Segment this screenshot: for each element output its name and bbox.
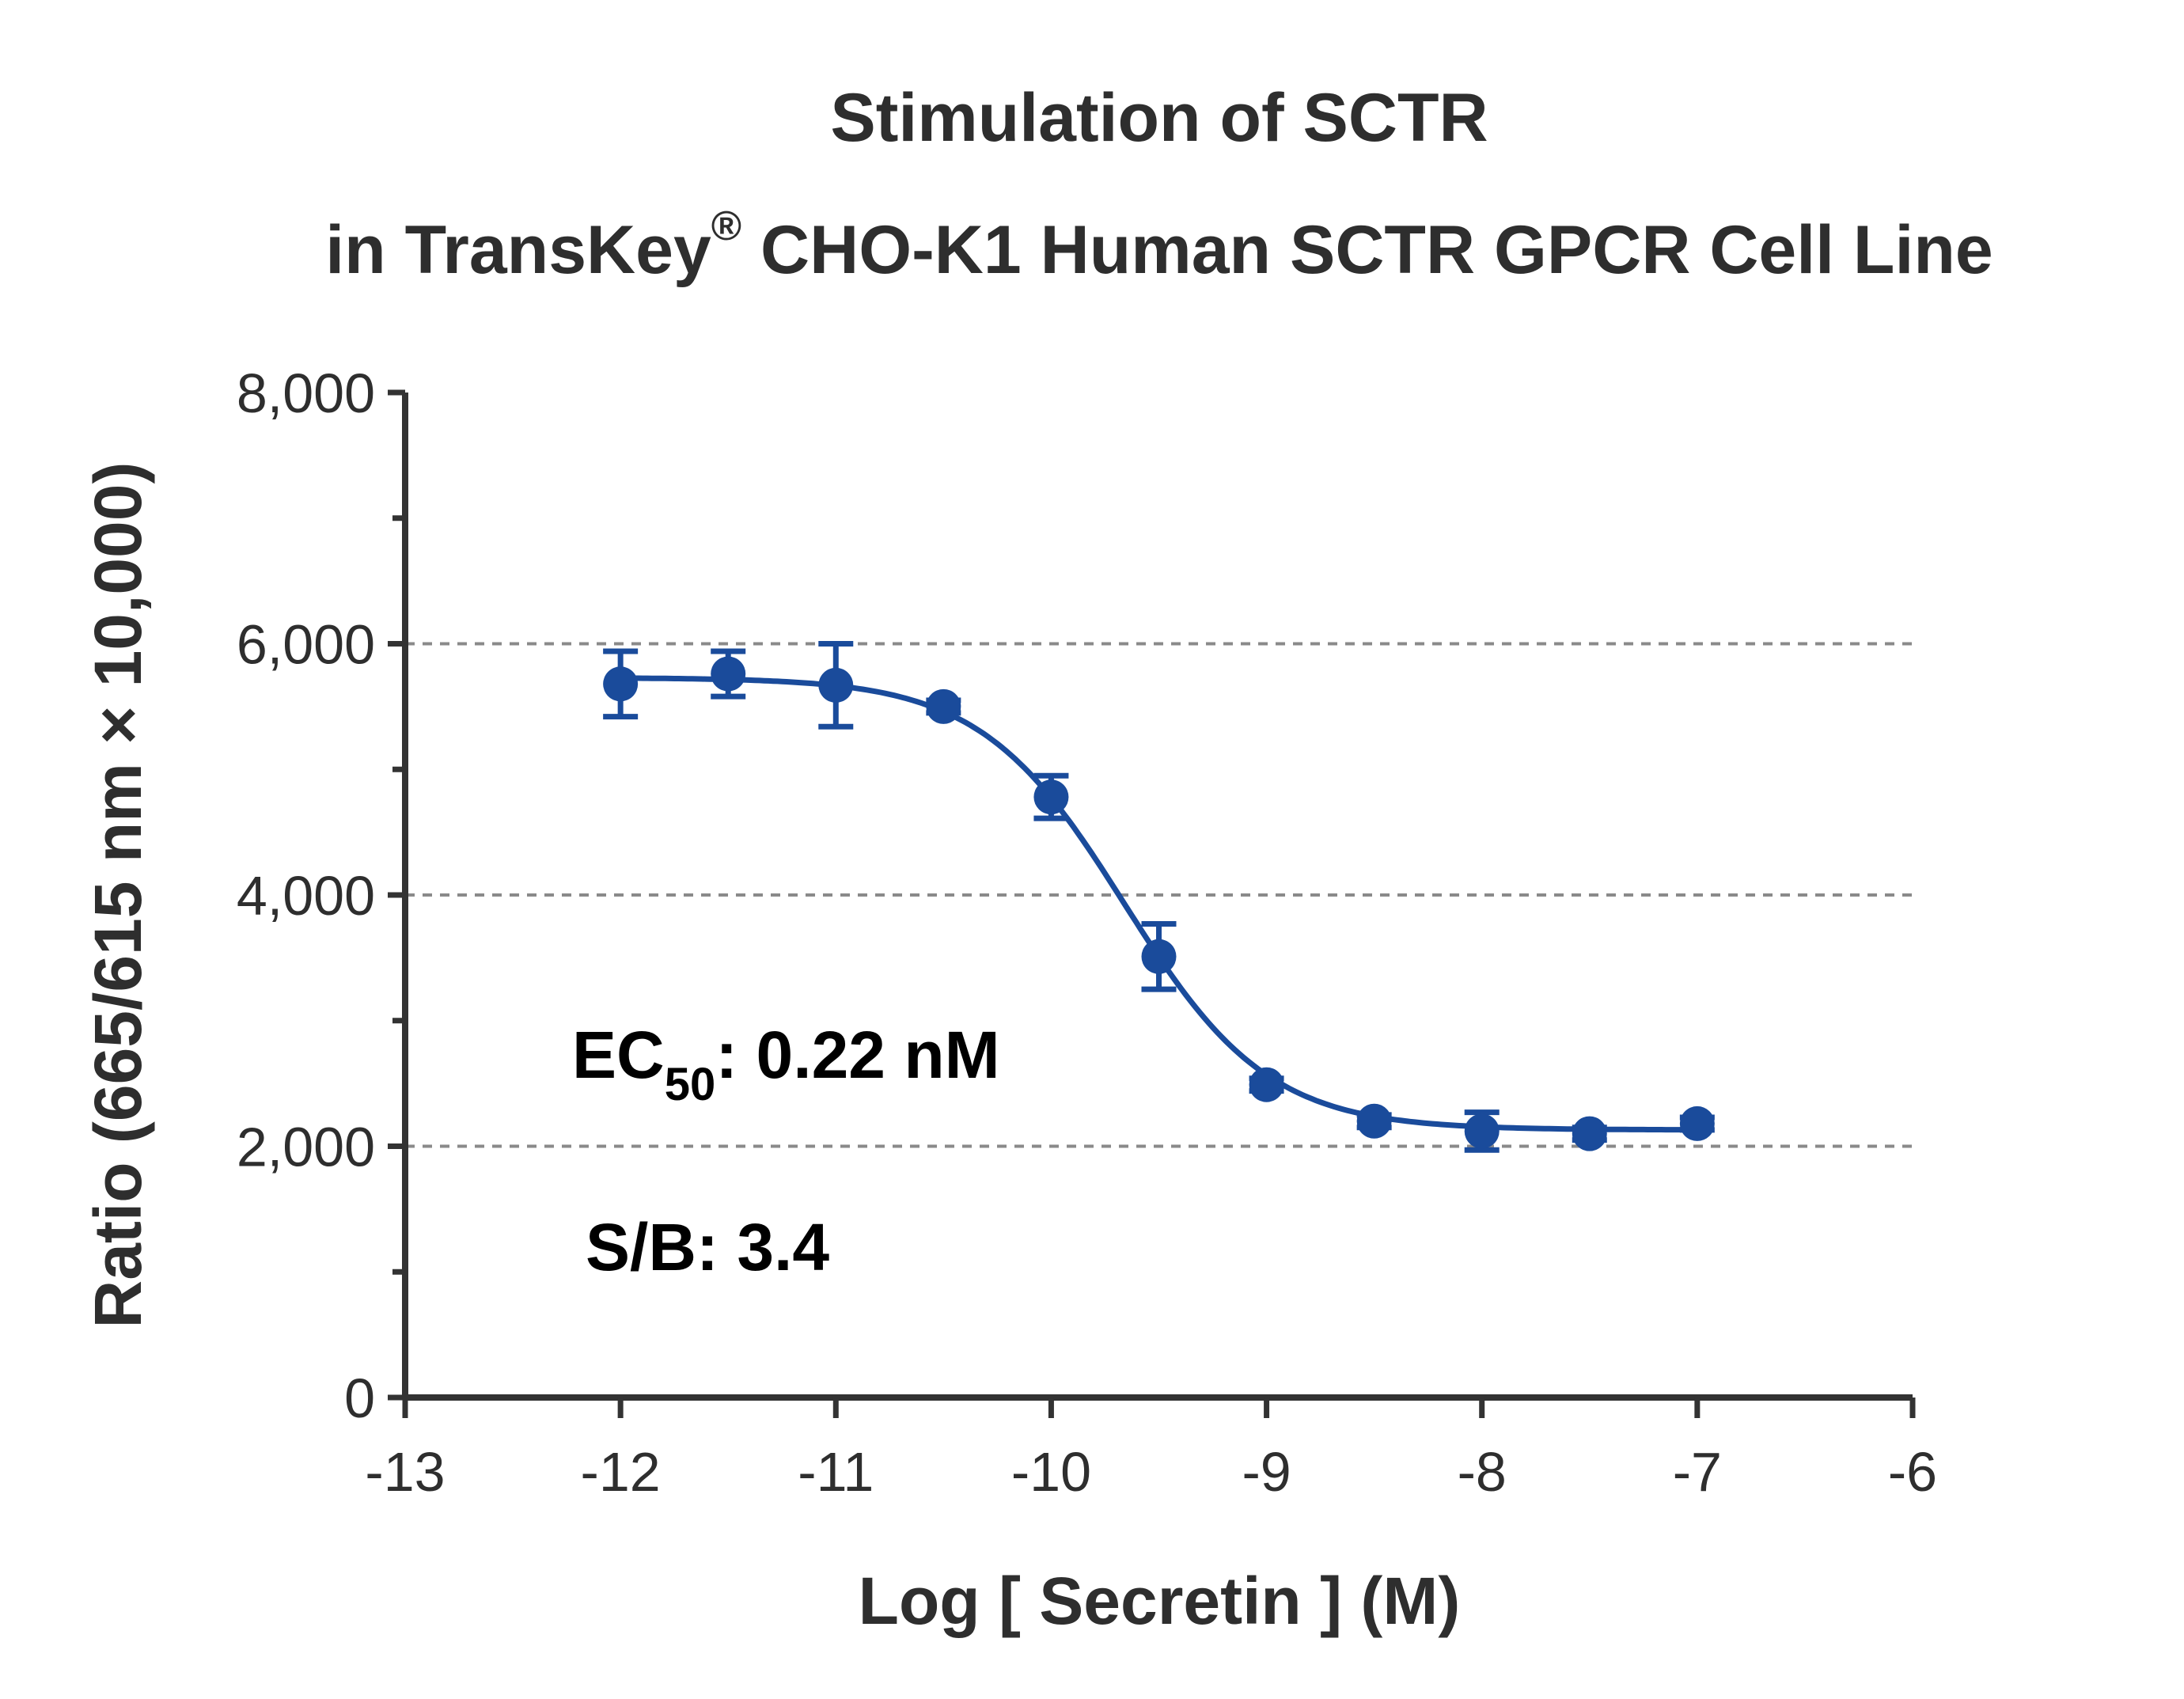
x-tick-label: -12: [581, 1441, 661, 1503]
data-points: [603, 656, 1715, 1151]
data-point: [926, 688, 961, 724]
data-point: [1679, 1105, 1715, 1141]
x-axis-label: Log [ Secretin ] (M): [859, 1564, 1461, 1638]
data-point: [603, 666, 639, 702]
y-tick-label: 0: [344, 1367, 375, 1429]
data-point: [818, 667, 854, 703]
x-tick-label: -11: [798, 1441, 874, 1503]
chart-title-line2: in TransKey® CHO-K1 Human SCTR GPCR Cell…: [325, 203, 1993, 288]
chart-title-line1: Stimulation of SCTR: [830, 80, 1488, 156]
x-tick-label: -9: [1242, 1441, 1291, 1503]
y-ticks: 0 2,000 4,000 6,000 8,000: [237, 362, 405, 1429]
x-tick-label: -13: [365, 1441, 445, 1503]
data-point: [1141, 939, 1177, 974]
x-tick-label: -7: [1673, 1441, 1722, 1503]
data-point: [711, 656, 746, 692]
y-tick-label: 2,000: [237, 1117, 375, 1178]
y-tick-label: 4,000: [237, 865, 375, 927]
sb-annotation: S/B: 3.4: [586, 1210, 829, 1284]
data-point: [1572, 1116, 1607, 1151]
data-point: [1033, 779, 1069, 815]
y-tick-label: 8,000: [237, 362, 375, 424]
data-point: [1356, 1103, 1392, 1139]
y-axis-label: Ratio (665/615 nm × 10,000): [81, 462, 155, 1329]
x-tick-label: -6: [1888, 1441, 1937, 1503]
ec50-annotation: EC50: 0.22 nM: [572, 1018, 1000, 1110]
x-tick-label: -10: [1011, 1441, 1091, 1503]
data-point: [1464, 1113, 1500, 1149]
y-tick-label: 6,000: [237, 614, 375, 676]
x-tick-label: -8: [1458, 1441, 1507, 1503]
data-point: [1249, 1067, 1284, 1102]
y-gridlines: [405, 642, 1913, 1148]
x-ticks: -13 -12 -11 -10 -9 -8 -7 -6: [365, 1398, 1937, 1503]
